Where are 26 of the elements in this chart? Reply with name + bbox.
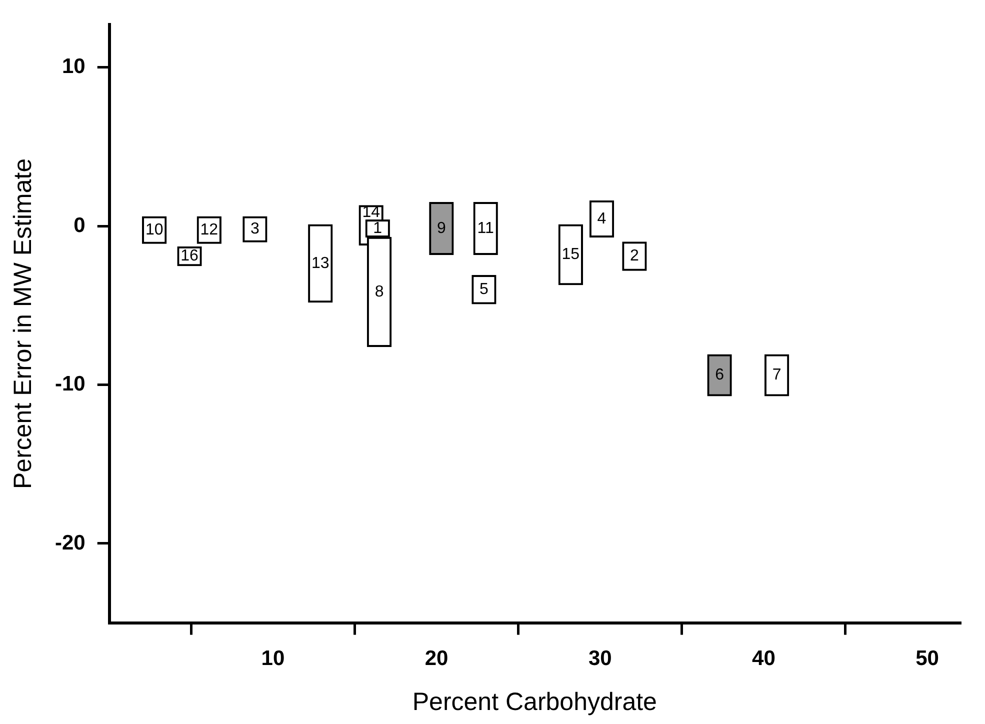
annotation: 8 xyxy=(374,283,384,300)
annotation: 12 xyxy=(200,221,218,238)
annotation: 4 xyxy=(597,210,606,228)
annotation: 5 xyxy=(480,280,489,298)
annotation: 16 xyxy=(180,248,199,265)
annotation: 3 xyxy=(250,220,260,238)
x-tick-label: 30 xyxy=(588,647,612,670)
x-axis-title: Percent Carbohydrate xyxy=(412,688,657,716)
x-tick-label: 40 xyxy=(752,647,776,670)
annotation: 7 xyxy=(772,366,782,384)
y-axis-title: Percent Error in MW Estimate xyxy=(8,158,37,490)
x-tick-label: 10 xyxy=(261,647,285,670)
annotation: 13 xyxy=(311,254,330,272)
annotation: 11 xyxy=(477,220,494,237)
annotation: 15 xyxy=(562,246,580,264)
x-tick-label: 50 xyxy=(916,647,939,670)
annotation: 6 xyxy=(715,366,724,384)
annotation: 1 xyxy=(373,220,382,237)
y-tick-label: -10 xyxy=(54,372,86,396)
y-tick-label: 10 xyxy=(62,55,86,78)
annotation: 9 xyxy=(436,220,446,237)
annotation: 10 xyxy=(145,221,164,238)
y-tick-label: 0 xyxy=(74,214,86,237)
y-tick-label: -20 xyxy=(54,531,86,554)
x-tick-label: 20 xyxy=(424,647,448,670)
annotation: 2 xyxy=(630,248,640,265)
